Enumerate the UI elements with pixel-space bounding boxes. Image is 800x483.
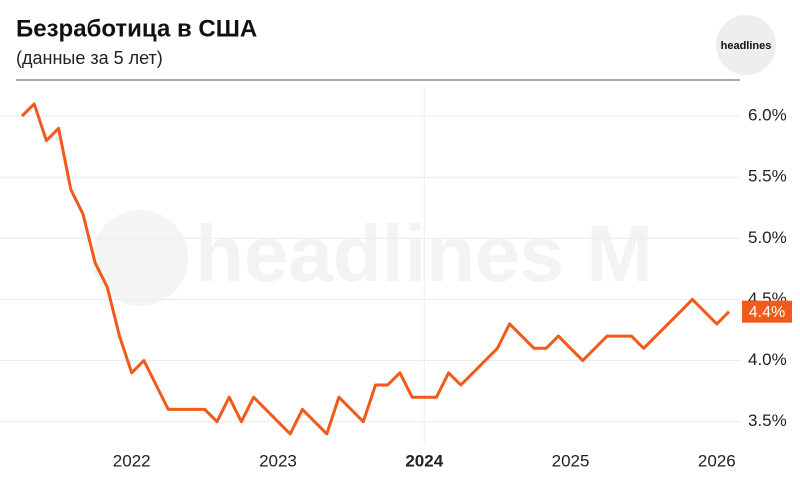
chart-title: Безработица в США — [16, 15, 257, 42]
y-tick-label: 6.0% — [748, 106, 787, 125]
last-value-label: 4.4% — [749, 304, 785, 321]
y-tick-label: 5.5% — [748, 167, 787, 186]
x-tick-label: 2025 — [552, 451, 590, 470]
last-value-badge — [742, 300, 792, 323]
logo-text: headlines — [721, 40, 772, 52]
watermark-icon — [92, 210, 188, 306]
y-tick-label: 3.5% — [748, 411, 787, 430]
x-tick-label: 2026 — [698, 451, 736, 470]
line-series — [20, 102, 731, 436]
y-tick-label: 4.0% — [748, 350, 787, 369]
x-tick-label: 2023 — [259, 451, 297, 470]
chart-subtitle: (данные за 5 лет) — [16, 48, 163, 68]
logo-badge — [716, 15, 776, 75]
x-tick-label: 2024 — [405, 451, 443, 470]
y-tick-label: 5.0% — [748, 228, 787, 247]
x-tick-label: 2022 — [113, 451, 151, 470]
